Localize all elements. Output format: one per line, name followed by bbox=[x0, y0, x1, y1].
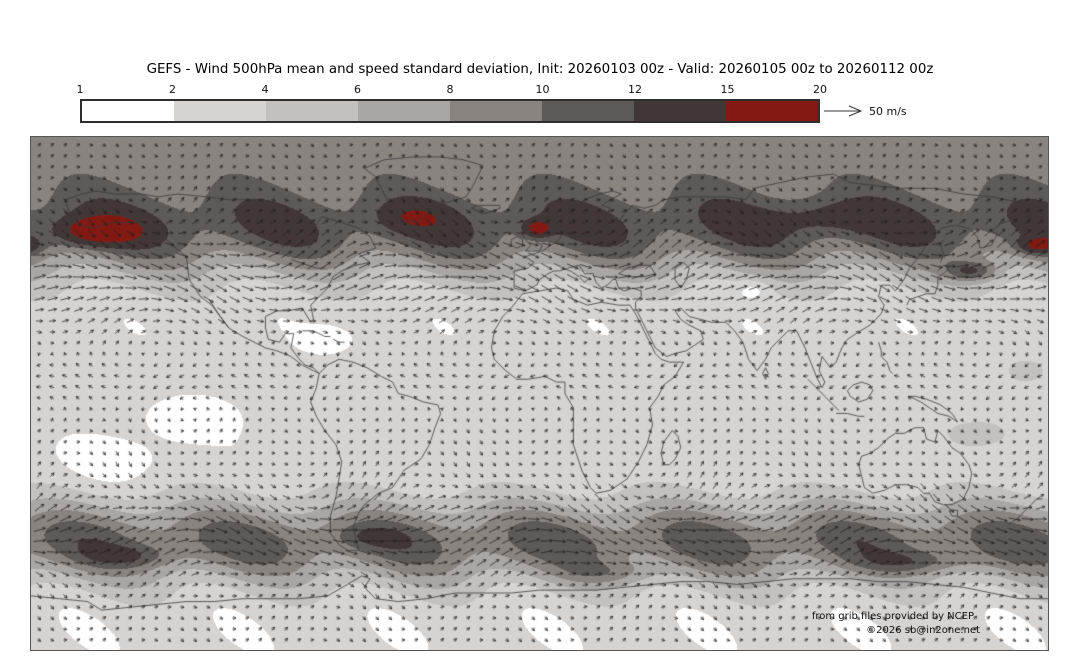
copyright-credit: ©2026 sb@in2one.net bbox=[866, 625, 980, 636]
colorbar-tick-4: 4 bbox=[261, 83, 269, 96]
colorbar-tick-8: 8 bbox=[446, 83, 454, 96]
weather-map: from grib files provided by NCEP ©2026 s… bbox=[30, 136, 1049, 651]
colorbar-segment-6-8 bbox=[358, 101, 450, 121]
colorbar-segment-4-6 bbox=[266, 101, 358, 121]
colorbar-segment-12-15 bbox=[634, 101, 726, 121]
reference-arrow-label: 50 m/s bbox=[869, 104, 907, 118]
colorbar-segment-15-20 bbox=[726, 101, 818, 121]
colorbar-tick-6: 6 bbox=[354, 83, 361, 96]
colorbar-segment-2-4 bbox=[174, 101, 266, 121]
colorbar-tick-15: 15 bbox=[720, 83, 735, 96]
colorbar-tick-10: 10 bbox=[535, 83, 550, 96]
colorbar-ticks: 1 2 4 6 8 10 12 15 20 bbox=[76, 83, 828, 96]
colorbar-tick-12: 12 bbox=[628, 83, 642, 96]
colorbar-tick-20: 20 bbox=[813, 83, 827, 96]
reference-vector: 50 m/s bbox=[824, 99, 907, 123]
world-wind-map-canvas bbox=[31, 137, 1048, 650]
data-source-credit: from grib files provided by NCEP bbox=[811, 611, 974, 622]
reference-arrow-icon bbox=[824, 105, 863, 117]
colorbar-tick-1: 1 bbox=[76, 83, 84, 96]
colorbar-segment-1-2 bbox=[82, 101, 174, 121]
colorbar bbox=[80, 99, 820, 123]
colorbar-segment-8-10 bbox=[450, 101, 542, 121]
chart-title: GEFS - Wind 500hPa mean and speed standa… bbox=[146, 62, 934, 77]
colorbar-segment-10-12 bbox=[542, 101, 634, 121]
colorbar-tick-2: 2 bbox=[169, 83, 176, 96]
